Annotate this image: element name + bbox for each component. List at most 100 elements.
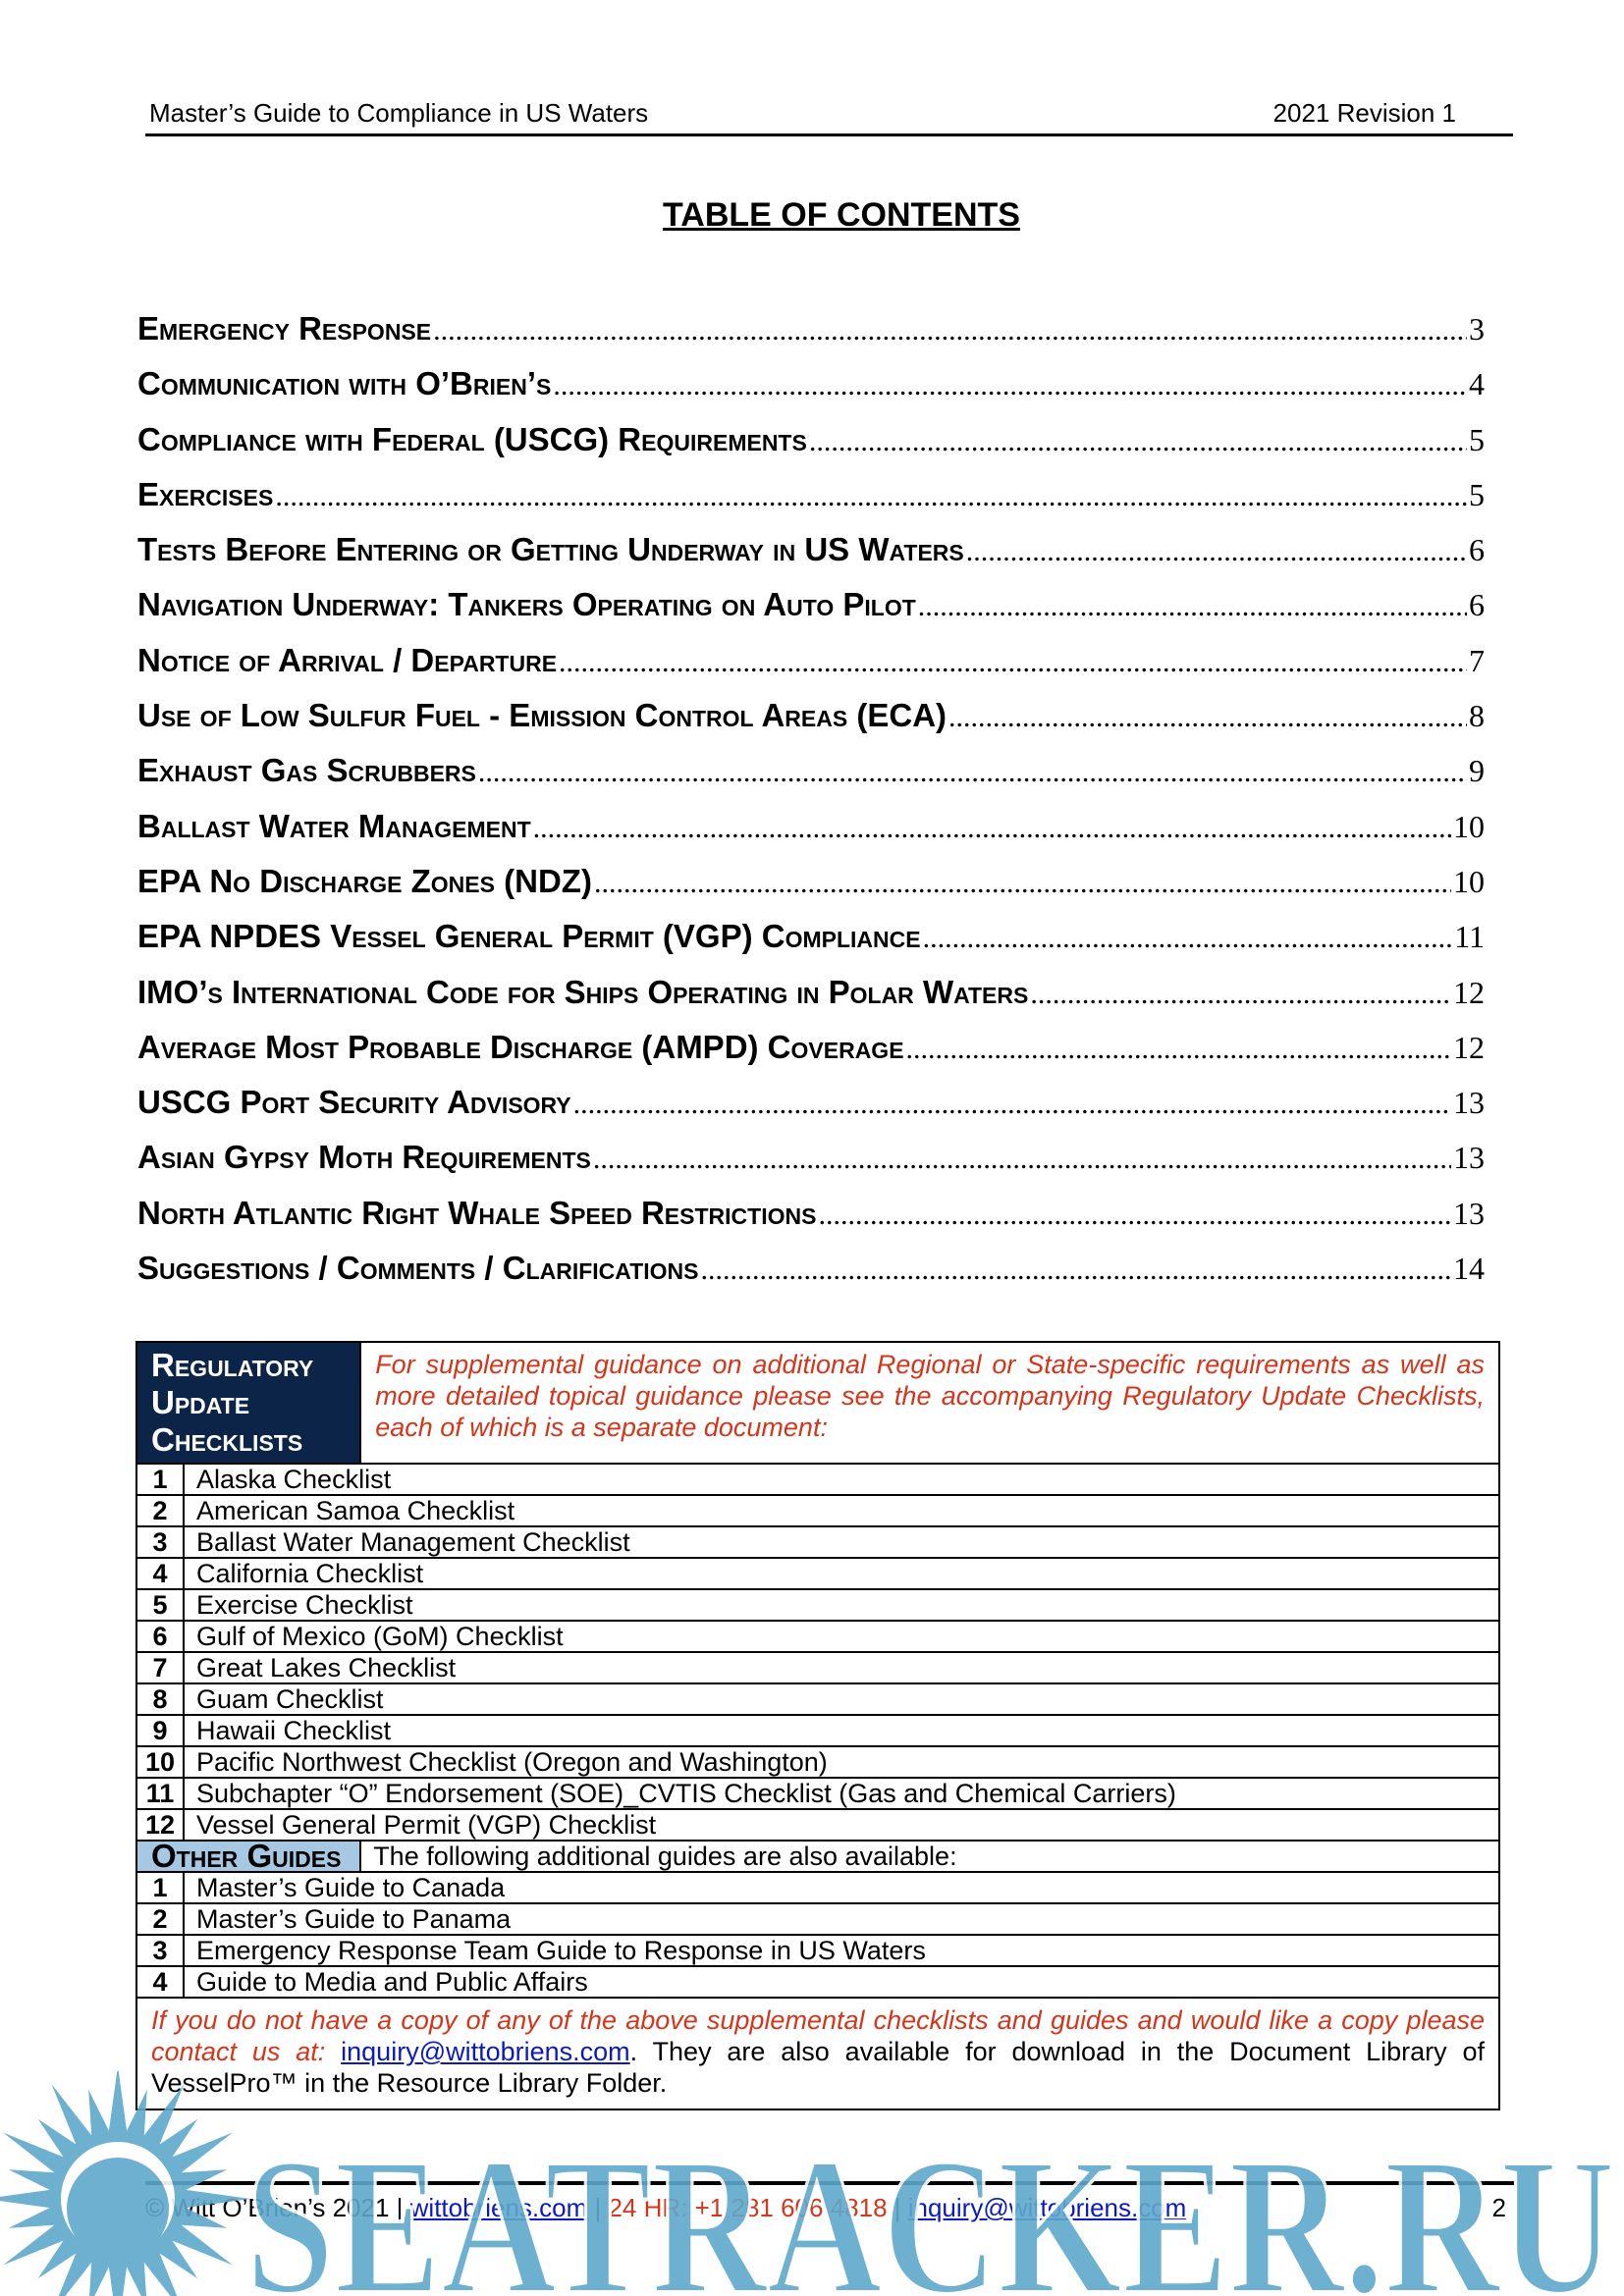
toc-page-number: 5 [1469, 421, 1485, 457]
toc-entry-label[interactable]: Suggestions / Comments / Clarifications [137, 1250, 699, 1287]
toc-entry-label[interactable]: Average Most Probable Discharge (AMPD) C… [137, 1028, 904, 1065]
item-number: 3 [135, 1934, 185, 1967]
leader-dots [553, 369, 1467, 402]
other-guides-header-row: Other Guides The following additional gui… [135, 1840, 1500, 1873]
list-item: 6 Gulf of Mexico (GoM) Checklist [135, 1620, 1500, 1653]
separator: | [887, 2193, 908, 2222]
checklists-header-row: Regulatory Update Checklists For supplem… [135, 1341, 1500, 1465]
list-item: 3 Ballast Water Management Checklist [135, 1525, 1500, 1559]
toc-entry[interactable]: Exercises 5 [137, 476, 1485, 531]
leader-dots [594, 867, 1451, 900]
item-name: Alaska Checklist [183, 1463, 1500, 1496]
toc-entry[interactable]: Communication with O’Brien’s 4 [137, 365, 1485, 420]
toc-page-number: 6 [1469, 532, 1485, 568]
item-name: Emergency Response Team Guide to Respons… [183, 1934, 1500, 1967]
toc-entry[interactable]: Emergency Response 3 [137, 310, 1485, 365]
toc-entry[interactable]: EPA No Discharge Zones (NDZ) 10 [137, 863, 1485, 918]
item-number: 1 [135, 1871, 185, 1904]
list-item: 4 California Checklist [135, 1557, 1500, 1590]
toc-entry-label[interactable]: Exercises [137, 475, 274, 512]
list-item: 5 Exercise Checklist [135, 1588, 1500, 1622]
leader-dots [818, 1199, 1451, 1232]
toc-entry[interactable]: IMO’s International Code for Ships Opera… [137, 974, 1485, 1029]
separator: | [587, 2193, 609, 2222]
note-email-link[interactable]: inquiry@wittobriens.com [341, 2037, 630, 2066]
toc-entry-label[interactable]: Asian Gypsy Moth Requirements [137, 1139, 591, 1176]
leader-dots [918, 590, 1467, 623]
checklists-heading: Regulatory Update Checklists [135, 1341, 362, 1465]
toc-page-number: 8 [1469, 698, 1485, 734]
item-number: 4 [135, 1965, 185, 1999]
toc-page-number: 10 [1453, 808, 1485, 844]
list-item: 2 Master’s Guide to Panama [135, 1902, 1500, 1936]
leader-dots [948, 701, 1467, 734]
toc-entry[interactable]: Use of Low Sulfur Fuel - Emission Contro… [137, 697, 1485, 752]
toc-entry[interactable]: Exhaust Gas Scrubbers 9 [137, 752, 1485, 807]
page-header: Master’s Guide to Compliance in US Water… [145, 98, 1513, 136]
toc-entry[interactable]: North Atlantic Right Whale Speed Restric… [137, 1195, 1485, 1250]
toc-entry-label[interactable]: Emergency Response [137, 310, 432, 347]
list-item: 1 Alaska Checklist [135, 1463, 1500, 1496]
toc-entry[interactable]: Asian Gypsy Moth Requirements 13 [137, 1139, 1485, 1194]
toc-page-number: 13 [1453, 1140, 1485, 1176]
leader-dots [533, 812, 1451, 845]
toc-entry-label[interactable]: USCG Port Security Advisory [137, 1084, 571, 1121]
toc-entry-label[interactable]: Navigation Underway: Tankers Operating o… [137, 586, 916, 623]
header-revision: 2021 Revision 1 [1272, 98, 1456, 128]
toc-entry[interactable]: Compliance with Federal (USCG) Requireme… [137, 421, 1485, 476]
toc-entry[interactable]: EPA NPDES Vessel General Permit (VGP) Co… [137, 918, 1485, 973]
list-item: 2 American Samoa Checklist [135, 1494, 1500, 1527]
toc-entry-label[interactable]: EPA NPDES Vessel General Permit (VGP) Co… [137, 918, 921, 955]
toc-entry[interactable]: Tests Before Entering or Getting Underwa… [137, 531, 1485, 586]
toc-page-number: 14 [1453, 1251, 1485, 1287]
toc-page-number: 3 [1469, 311, 1485, 347]
toc-entry[interactable]: USCG Port Security Advisory 13 [137, 1084, 1485, 1139]
toc-entry[interactable]: Navigation Underway: Tankers Operating o… [137, 586, 1485, 641]
list-item: 3 Emergency Response Team Guide to Respon… [135, 1934, 1500, 1967]
footer-copyright: © Witt O’Brien’s 2021 | [145, 2193, 410, 2222]
item-name: Master’s Guide to Panama [183, 1902, 1500, 1936]
item-name: Master’s Guide to Canada [183, 1871, 1500, 1904]
toc-entry-label[interactable]: EPA No Discharge Zones (NDZ) [137, 862, 592, 899]
footer-email-link[interactable]: inquiry@wittobriens.com [907, 2193, 1187, 2222]
item-number: 6 [135, 1620, 185, 1653]
toc-entry-label[interactable]: Ballast Water Management [137, 807, 531, 844]
item-number: 2 [135, 1902, 185, 1936]
footer-website-link[interactable]: wittobriens.com [409, 2193, 588, 2222]
item-name: Guam Checklist [183, 1682, 1500, 1716]
leader-dots [433, 314, 1467, 347]
toc-entry[interactable]: Notice of Arrival / Departure 7 [137, 642, 1485, 697]
toc-entry-label[interactable]: North Atlantic Right Whale Speed Restric… [137, 1194, 817, 1231]
item-name: Ballast Water Management Checklist [183, 1525, 1500, 1559]
footer-phone: 24 HR: +1 281 606 4818 [608, 2193, 888, 2222]
toc-page-number: 7 [1469, 642, 1485, 678]
note: If you do not have a copy of any of the … [135, 1997, 1500, 2110]
toc-entry-label[interactable]: IMO’s International Code for Ships Opera… [137, 973, 1029, 1010]
heading-line: Update [151, 1384, 250, 1420]
toc-entry-label[interactable]: Compliance with Federal (USCG) Requireme… [137, 420, 807, 457]
page-title: TABLE OF CONTENTS [663, 196, 1020, 234]
toc-page-number: 10 [1453, 863, 1485, 899]
toc-page-number: 4 [1469, 366, 1485, 402]
toc-entry-label[interactable]: Tests Before Entering or Getting Underwa… [137, 531, 964, 568]
toc-entry-label[interactable]: Use of Low Sulfur Fuel - Emission Contro… [137, 697, 947, 734]
list-item: 11 Subchapter “O” Endorsement (SOE)_CVTIS… [135, 1777, 1500, 1810]
leader-dots [593, 1143, 1451, 1176]
item-name: American Samoa Checklist [183, 1494, 1500, 1527]
item-name: Hawaii Checklist [183, 1714, 1500, 1747]
toc-entry-label[interactable]: Notice of Arrival / Departure [137, 641, 558, 678]
toc-entry[interactable]: Ballast Water Management 10 [137, 808, 1485, 863]
leader-dots [700, 1254, 1451, 1287]
toc-entry[interactable]: Suggestions / Comments / Clarifications 1… [137, 1250, 1485, 1305]
leader-dots [966, 535, 1467, 568]
toc-entry-label[interactable]: Exhaust Gas Scrubbers [137, 752, 476, 789]
item-number: 11 [135, 1777, 185, 1810]
toc-entry[interactable]: Average Most Probable Discharge (AMPD) C… [137, 1029, 1485, 1084]
list-item: 10 Pacific Northwest Checklist (Oregon an… [135, 1745, 1500, 1779]
note-request: If you do not have a copy of any of the … [151, 2005, 1485, 2066]
toc-page-number: 5 [1469, 476, 1485, 512]
page-number: 2 [1491, 2193, 1506, 2222]
item-name: California Checklist [183, 1557, 1500, 1590]
toc-entry-label[interactable]: Communication with O’Brien’s [137, 365, 552, 402]
item-number: 2 [135, 1494, 185, 1527]
